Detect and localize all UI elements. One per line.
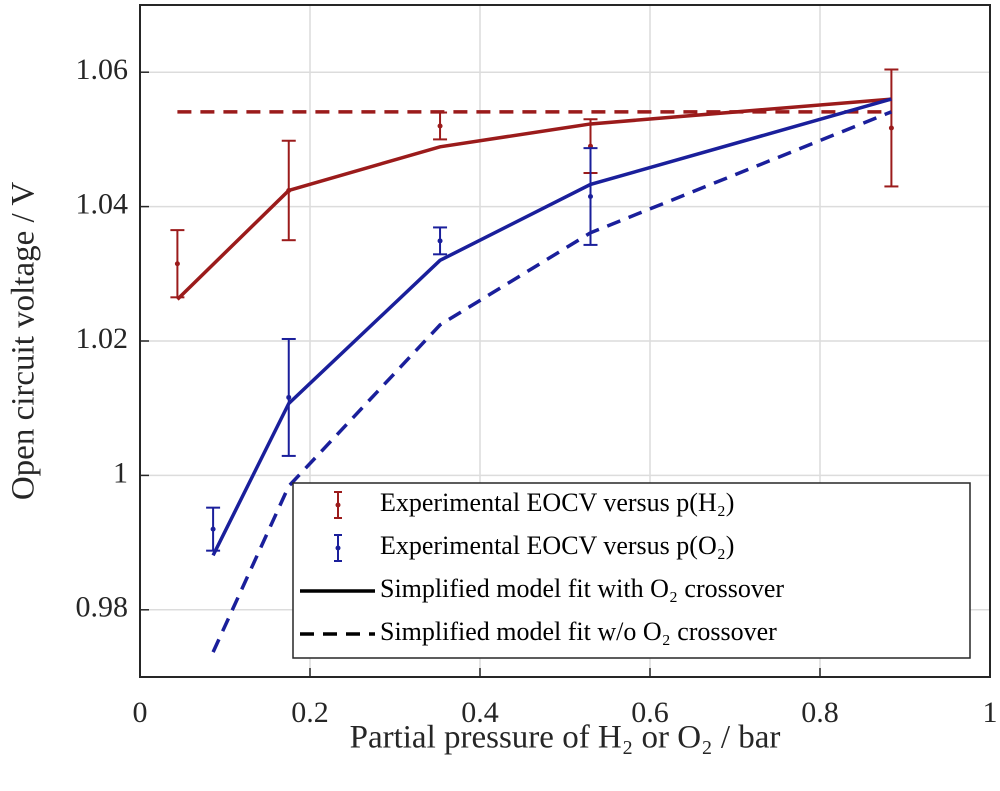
y-tick-label: 1.06 <box>76 53 129 86</box>
error-bar <box>884 68 899 188</box>
data-point <box>437 238 443 244</box>
legend-label: Experimental EOCV versus p(H₂) <box>380 488 734 517</box>
data-point <box>174 261 180 267</box>
data-point <box>588 194 593 200</box>
x-axis-label: Partial pressure of H₂ or O₂ / bar <box>350 720 781 756</box>
legend-label: Simplified model fit with O₂ crossover <box>380 574 784 603</box>
error-bar <box>206 506 221 552</box>
error-bar <box>281 337 296 457</box>
data-point <box>888 125 894 131</box>
x-tick-label: 0.4 <box>461 696 499 729</box>
x-tick-label: 0.2 <box>291 696 329 729</box>
error-bar <box>433 226 448 256</box>
model-line <box>211 97 892 557</box>
legend-label: Experimental EOCV versus p(O₂) <box>380 531 734 560</box>
y-tick-label: 1 <box>113 456 128 489</box>
error-bar <box>583 147 598 246</box>
y-tick-label: 0.98 <box>76 591 129 624</box>
x-tick-label: 1 <box>983 696 998 729</box>
legend-box <box>292 482 971 659</box>
x-tick-label: 0.8 <box>801 696 839 729</box>
legend-label: Simplified model fit w/o O₂ crossover <box>380 617 777 646</box>
y-tick-label: 1.02 <box>76 322 129 355</box>
legend: Experimental EOCV versus p(H₂) Experiment… <box>292 482 971 659</box>
legend-symbol <box>335 502 341 508</box>
model-line <box>176 97 892 301</box>
data-point <box>210 526 216 532</box>
y-tick-label: 1.04 <box>76 187 129 220</box>
data-point <box>437 123 443 129</box>
data-point <box>286 394 292 400</box>
legend-symbol <box>335 545 341 551</box>
y-axis-label: Open circuit voltage / V <box>6 182 42 500</box>
x-tick-label: 0 <box>133 696 148 729</box>
plot-frame <box>139 4 991 678</box>
x-tick-label: 0.6 <box>631 696 669 729</box>
model-line <box>211 110 893 653</box>
